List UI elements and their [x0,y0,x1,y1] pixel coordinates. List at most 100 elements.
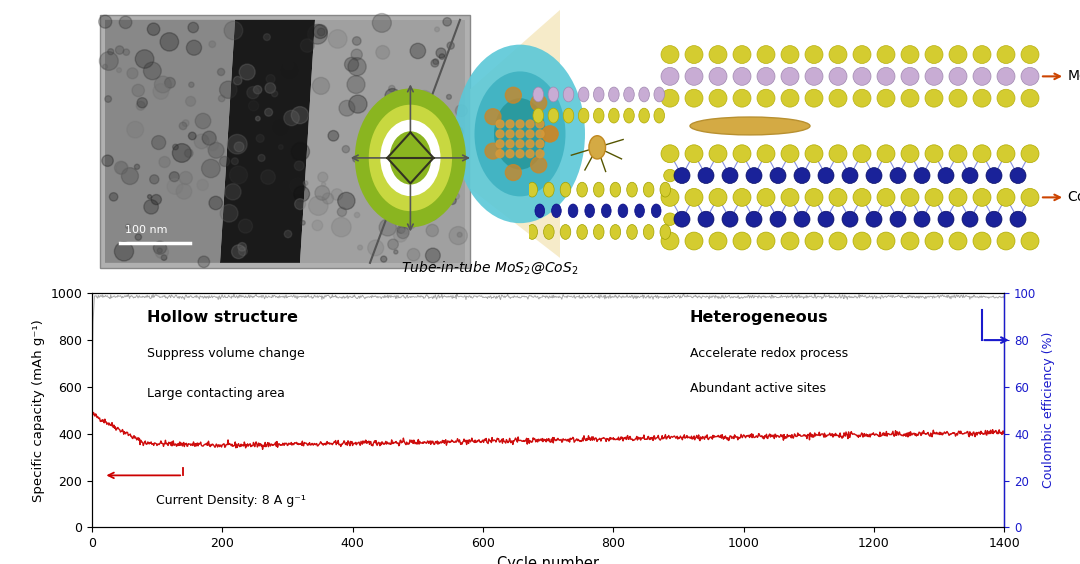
Circle shape [416,90,433,107]
Circle shape [373,14,391,32]
Circle shape [282,63,297,78]
Circle shape [781,68,799,85]
Circle shape [167,179,183,195]
Circle shape [526,140,534,148]
Circle shape [516,140,524,148]
Circle shape [986,212,1002,227]
Circle shape [853,89,870,107]
Text: MoS$_2$: MoS$_2$ [1067,68,1080,85]
Circle shape [1021,46,1039,64]
Circle shape [295,199,306,210]
Circle shape [447,126,461,139]
Circle shape [564,87,573,102]
Circle shape [805,46,823,64]
Circle shape [997,188,1015,206]
Circle shape [708,46,727,64]
Circle shape [441,147,445,151]
Circle shape [973,46,991,64]
Circle shape [135,234,141,240]
Circle shape [585,204,594,218]
Circle shape [443,17,451,26]
Circle shape [151,135,165,149]
Circle shape [526,150,534,158]
Text: Suppress volume change: Suppress volume change [147,347,305,360]
Circle shape [176,184,192,199]
Circle shape [853,145,870,162]
Circle shape [349,95,367,113]
Circle shape [661,188,679,206]
Circle shape [309,196,328,215]
Circle shape [757,46,775,64]
Circle shape [516,120,524,128]
Circle shape [624,108,634,123]
Circle shape [579,108,589,123]
Circle shape [661,145,679,162]
Circle shape [179,122,187,130]
Circle shape [332,218,351,237]
Polygon shape [300,20,465,263]
Circle shape [626,182,637,197]
Circle shape [144,62,161,80]
X-axis label: Cycle number: Cycle number [497,556,599,564]
Circle shape [589,136,606,159]
Circle shape [594,87,604,102]
Circle shape [402,215,417,229]
Circle shape [218,95,225,102]
Circle shape [375,180,389,193]
Circle shape [121,168,138,184]
Ellipse shape [690,117,810,135]
Circle shape [102,155,113,166]
Circle shape [901,232,919,250]
Circle shape [853,46,870,64]
Circle shape [818,168,834,183]
Circle shape [536,140,544,148]
Circle shape [664,213,676,226]
Circle shape [708,89,727,107]
Circle shape [202,131,216,145]
Polygon shape [470,10,561,258]
Circle shape [757,188,775,206]
Circle shape [353,156,359,162]
Circle shape [114,242,134,261]
Circle shape [238,243,246,251]
Circle shape [1021,188,1039,206]
Circle shape [231,245,245,259]
Circle shape [289,178,306,193]
Circle shape [1021,89,1039,107]
Circle shape [426,248,441,263]
Circle shape [328,30,347,48]
Circle shape [127,68,138,79]
Circle shape [568,204,578,218]
Circle shape [685,46,703,64]
Circle shape [818,212,834,227]
Circle shape [136,102,145,110]
Circle shape [446,95,451,99]
Circle shape [328,130,339,141]
Circle shape [225,21,243,39]
Circle shape [535,204,544,218]
Circle shape [208,143,224,158]
Circle shape [516,130,524,138]
Y-axis label: Coulombic efficiency (%): Coulombic efficiency (%) [1042,332,1055,488]
Circle shape [322,193,334,204]
Circle shape [116,46,124,54]
Circle shape [638,108,649,123]
Circle shape [527,224,538,239]
Circle shape [132,84,145,96]
Circle shape [188,23,199,33]
Circle shape [594,224,604,239]
Circle shape [901,89,919,107]
Circle shape [949,232,967,250]
Circle shape [507,120,514,128]
Circle shape [339,100,355,116]
Circle shape [453,193,459,200]
Circle shape [626,224,637,239]
Circle shape [781,188,799,206]
Circle shape [805,232,823,250]
Circle shape [986,168,1002,183]
Circle shape [148,195,151,199]
Circle shape [294,186,310,202]
Circle shape [564,108,573,123]
Circle shape [389,85,395,92]
Circle shape [723,168,738,183]
